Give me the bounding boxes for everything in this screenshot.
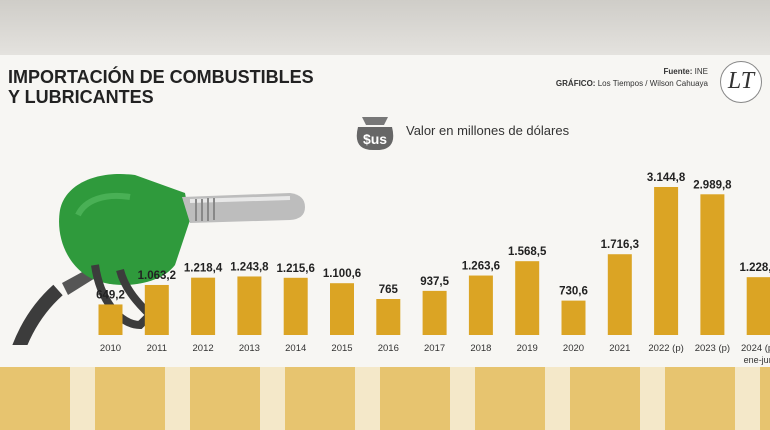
graphic-value: Los Tiempos / Wilson Cahuaya [597, 79, 708, 88]
title-line-2: Y LUBRICANTES [8, 87, 154, 107]
category-label-10: 2020 [563, 343, 584, 354]
bar-0 [98, 304, 123, 335]
bar-2 [191, 277, 216, 335]
category-label-1: 2011 [147, 343, 167, 354]
background-bottom [0, 367, 770, 430]
value-label-12: 3.144,8 [647, 172, 686, 184]
value-label-4: 1.215,6 [277, 263, 315, 275]
category-label-13: 2023 (p) [695, 343, 730, 354]
bar-7 [422, 290, 447, 335]
bar-11 [607, 254, 632, 335]
bar-14 [746, 277, 770, 335]
category-label-11: 2021 [609, 343, 630, 354]
chart-title: IMPORTACIÓN DE COMBUSTIBLES Y LUBRICANTE… [8, 67, 314, 107]
bar-3 [237, 276, 262, 335]
fuel-nozzle-illustration [12, 174, 305, 345]
value-label-5: 1.100,6 [323, 268, 361, 280]
graphic-label: GRÁFICO: [555, 79, 596, 88]
category-label-14: 2024 (p) [741, 343, 770, 354]
value-label-3: 1.243,8 [230, 261, 269, 273]
hose-icon [12, 284, 63, 345]
value-label-11: 1.716,3 [601, 239, 639, 251]
newspaper-logo: LT [720, 61, 762, 103]
value-label-1: 1.063,2 [138, 270, 176, 282]
value-label-14: 1.228,9 [740, 262, 770, 274]
bar-10 [561, 300, 586, 335]
bar-chart: 649,2 2010 1.063,2 2011 1.218,4 2012 1.243,8 20… [96, 172, 770, 365]
category-label-7: 2017 [424, 343, 445, 354]
title-line-1: IMPORTACIÓN DE COMBUSTIBLES [8, 67, 314, 87]
bar-12 [654, 187, 679, 335]
legend-label: Valor en millones de dólares [406, 123, 570, 138]
category-label-12: 2022 (p) [648, 343, 683, 354]
money-bag-icon: $us [356, 117, 394, 151]
source-value: INE [694, 67, 708, 76]
background-top [0, 0, 770, 55]
value-label-2: 1.218,4 [184, 263, 223, 275]
category-sublabel-14: ene-jun [744, 355, 770, 365]
bar-9 [515, 261, 540, 335]
bar-13 [700, 194, 725, 335]
category-label-8: 2018 [470, 343, 491, 354]
category-label-5: 2015 [331, 343, 352, 354]
value-label-8: 1.263,6 [462, 261, 500, 273]
money-bag-label: $us [363, 131, 387, 147]
bar-6 [376, 298, 401, 335]
category-label-4: 2014 [285, 343, 306, 354]
category-label-9: 2019 [517, 343, 538, 354]
value-label-10: 730,6 [559, 286, 588, 298]
trigger-guard-icon [91, 264, 156, 330]
source-label: Fuente: [663, 67, 693, 76]
value-label-6: 765 [379, 284, 399, 296]
category-label-2: 2012 [193, 343, 214, 354]
bar-5 [330, 283, 354, 335]
category-label-0: 2010 [100, 343, 121, 354]
bar-1 [144, 284, 169, 335]
value-label-9: 1.568,5 [508, 246, 547, 258]
category-label-6: 2016 [378, 343, 399, 354]
bar-4 [283, 277, 308, 335]
source-credit: Fuente: INE GRÁFICO: Los Tiempos / Wilso… [556, 66, 708, 90]
value-label-0: 649,2 [96, 289, 125, 301]
category-label-3: 2013 [239, 343, 260, 354]
value-label-13: 2.989,8 [693, 179, 732, 191]
value-label-7: 937,5 [420, 276, 449, 288]
bar-8 [468, 275, 493, 335]
